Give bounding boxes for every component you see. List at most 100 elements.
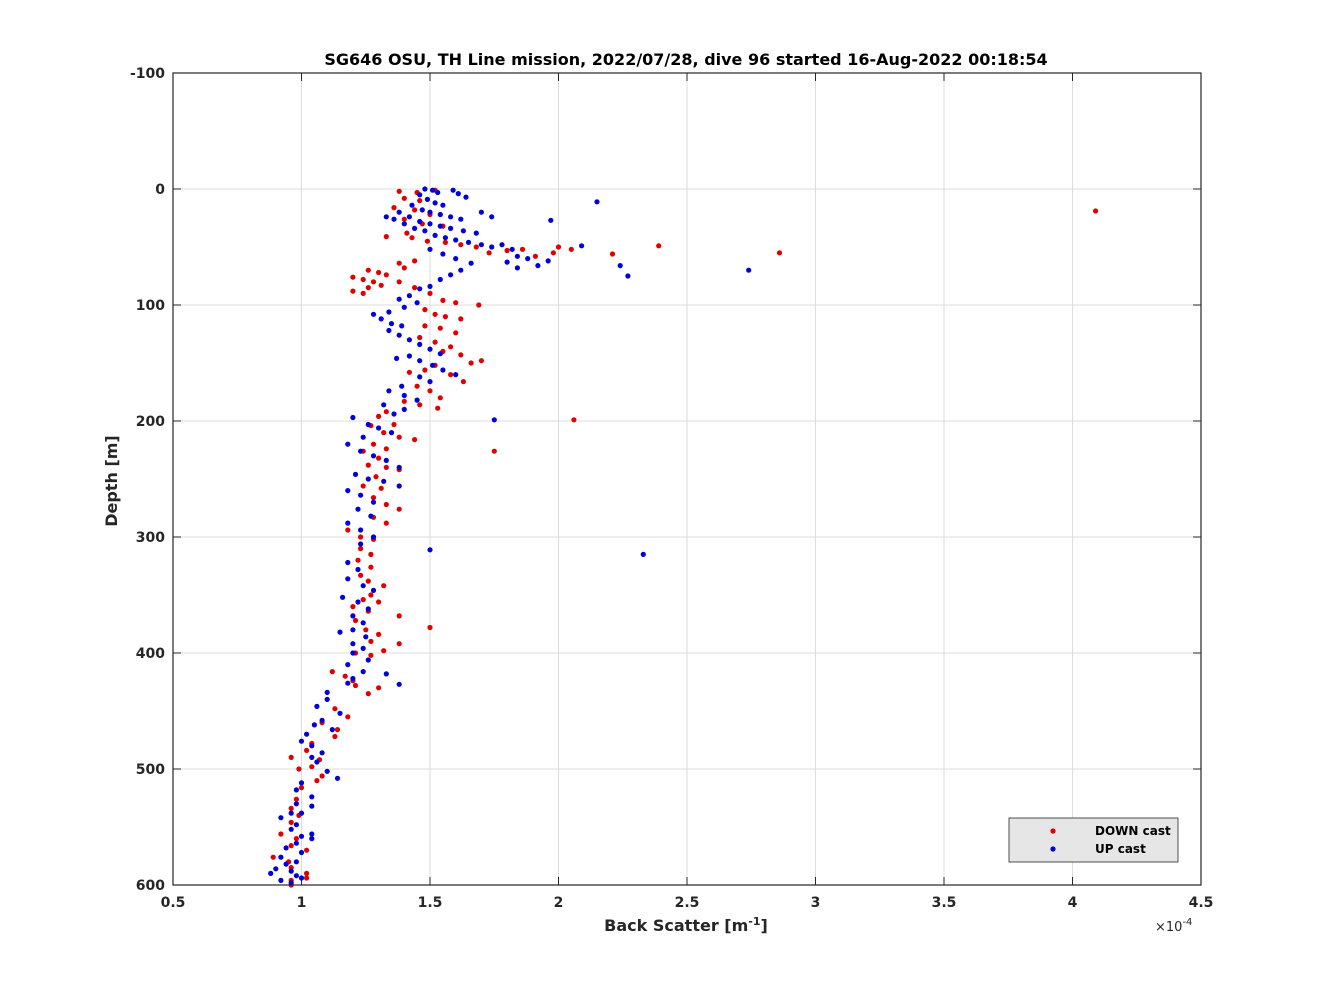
up-cast-point	[370, 499, 377, 505]
down-cast-point	[412, 207, 418, 213]
plot-frame	[172, 72, 1202, 886]
down-cast-point	[412, 437, 418, 443]
up-cast-point	[417, 286, 423, 292]
legend: DOWN cast UP cast	[1008, 817, 1179, 863]
y-tick-label: 600	[136, 878, 165, 894]
up-cast-point	[394, 355, 400, 361]
down-cast-point	[460, 379, 466, 385]
up-cast-point	[427, 379, 433, 385]
up-cast-point	[448, 272, 454, 278]
up-cast-point	[406, 214, 412, 220]
up-cast-point	[345, 520, 351, 526]
down-cast-point	[381, 430, 387, 436]
down-cast-point	[376, 685, 382, 691]
up-cast-point	[365, 476, 371, 482]
x-tick-label: 4.5	[1189, 895, 1214, 911]
up-cast-point	[304, 731, 310, 737]
up-cast-point	[298, 833, 305, 839]
down-cast-point	[378, 282, 384, 288]
up-cast-point	[514, 253, 521, 259]
down-cast-point	[417, 334, 423, 341]
up-cast-point	[340, 594, 346, 600]
down-cast-point	[422, 323, 428, 329]
up-cast-point	[370, 311, 377, 317]
up-cast-point	[381, 478, 387, 484]
down-cast-point	[383, 234, 389, 240]
up-cast-point	[360, 645, 366, 652]
up-cast-point	[450, 187, 456, 193]
down-cast-point	[473, 244, 479, 250]
up-cast-point	[396, 464, 402, 470]
down-cast-point	[350, 288, 356, 294]
up-cast-point	[309, 836, 315, 842]
down-cast-point	[376, 455, 382, 461]
down-cast-point	[401, 398, 407, 404]
up-cast-point	[424, 196, 430, 202]
down-cast-point	[448, 344, 454, 350]
down-cast-point	[350, 274, 356, 280]
legend-up-cast-marker	[1050, 846, 1056, 852]
up-cast-point	[363, 634, 369, 640]
up-cast-series	[268, 186, 752, 886]
up-cast-point	[388, 321, 395, 327]
down-cast-point	[376, 413, 382, 419]
up-cast-point	[293, 822, 299, 828]
up-cast-point	[463, 194, 469, 200]
up-cast-point	[440, 367, 446, 373]
up-cast-point	[406, 353, 412, 359]
down-cast-point	[358, 572, 364, 578]
down-cast-point	[442, 239, 448, 245]
up-cast-point	[350, 641, 356, 647]
up-cast-point	[278, 877, 284, 884]
down-cast-point	[401, 216, 407, 222]
up-cast-point	[473, 230, 479, 236]
up-cast-point	[453, 256, 459, 262]
down-cast-point	[365, 267, 371, 273]
up-cast-point	[358, 541, 364, 547]
down-cast-point	[422, 367, 428, 373]
up-cast-point	[288, 868, 294, 874]
down-cast-point	[376, 599, 382, 605]
down-cast-point	[376, 269, 382, 276]
up-cast-point	[324, 689, 330, 696]
up-cast-point	[504, 259, 510, 265]
down-cast-point	[358, 546, 364, 552]
down-cast-point	[609, 251, 616, 257]
down-cast-point	[404, 230, 410, 236]
down-cast-point	[396, 641, 402, 647]
down-cast-point	[458, 352, 464, 358]
down-cast-series	[270, 187, 1099, 888]
down-cast-point	[365, 462, 371, 468]
down-cast-point	[432, 311, 438, 317]
down-cast-point	[519, 246, 526, 252]
down-cast-point	[427, 290, 433, 296]
down-cast-point	[491, 448, 497, 454]
down-cast-point	[453, 330, 459, 336]
up-cast-point	[594, 199, 600, 205]
up-cast-point	[298, 780, 305, 786]
down-cast-point	[401, 195, 407, 201]
down-cast-point	[458, 316, 464, 322]
down-cast-point	[440, 297, 446, 303]
up-cast-point	[453, 237, 459, 243]
up-cast-point	[458, 267, 464, 273]
up-cast-point	[355, 506, 361, 512]
up-cast-point	[334, 775, 341, 781]
down-cast-point	[352, 617, 359, 624]
up-cast-point	[625, 273, 631, 279]
down-cast-point	[396, 188, 402, 194]
up-cast-point	[509, 246, 515, 252]
up-cast-point	[617, 263, 623, 269]
up-cast-point	[358, 527, 364, 533]
down-cast-point	[478, 358, 484, 364]
up-cast-point	[370, 587, 377, 594]
x-axis-label-close: ]	[761, 916, 768, 935]
up-cast-point	[386, 327, 392, 334]
down-cast-point	[365, 578, 371, 584]
down-cast-point	[656, 243, 662, 249]
down-cast-point	[486, 250, 492, 256]
up-cast-point	[360, 620, 366, 626]
up-cast-point	[455, 191, 461, 197]
up-cast-point	[314, 759, 320, 765]
down-cast-point	[355, 557, 361, 563]
